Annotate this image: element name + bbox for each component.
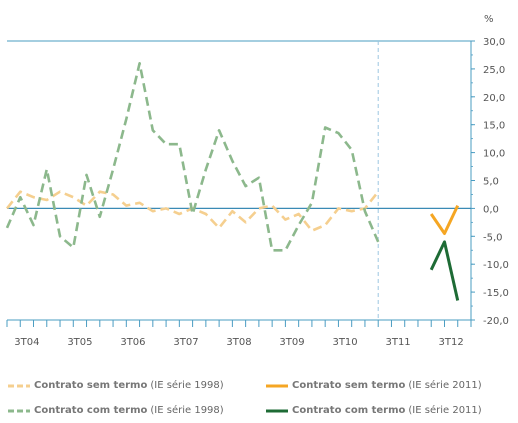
x-tick-label: 3T07 bbox=[173, 337, 198, 348]
y-tick-labels: 30,0 25,0 20,0 15,0 10,0 5,0 0,0 -5,0 -10,0 -15,0… bbox=[483, 37, 509, 327]
x-tick-label: 3T06 bbox=[120, 337, 145, 348]
series-layer bbox=[5, 61, 460, 301]
series-line-3 bbox=[429, 240, 460, 301]
y-unit-label: % bbox=[484, 14, 494, 25]
x-tick-labels: 3T04 3T05 3T06 3T07 3T08 3T09 3T10 3T11 3T12 bbox=[14, 337, 463, 348]
legend-series-note: (IE série 1998) bbox=[150, 405, 224, 416]
x-tick-label: 3T08 bbox=[226, 337, 251, 348]
legend: Contrato sem termo (IE série 1998) Contr… bbox=[0, 372, 518, 422]
legend-series-name: Contrato sem termo bbox=[34, 380, 148, 391]
legend-item-com-termo-1998: Contrato com termo (IE série 1998) bbox=[8, 405, 224, 416]
legend-swatch-solid-orange bbox=[266, 384, 288, 387]
x-tick-label: 3T10 bbox=[332, 337, 357, 348]
y-tick-label: -5,0 bbox=[483, 232, 503, 243]
legend-series-name: Contrato com termo bbox=[292, 405, 406, 416]
legend-item-sem-termo-1998: Contrato sem termo (IE série 1998) bbox=[8, 380, 224, 391]
legend-series-note: (IE série 2011) bbox=[408, 380, 482, 391]
x-tick-label: 3T05 bbox=[67, 337, 92, 348]
x-tick-label: 3T12 bbox=[439, 337, 464, 348]
y-tick-label: 25,0 bbox=[483, 65, 505, 76]
legend-item-com-termo-2011: Contrato com termo (IE série 2011) bbox=[266, 405, 482, 416]
y-tick-label: 5,0 bbox=[483, 177, 499, 188]
legend-series-note: (IE série 1998) bbox=[150, 380, 224, 391]
y-tick-label: -15,0 bbox=[483, 288, 509, 299]
legend-swatch-solid-dark-green bbox=[266, 409, 288, 412]
series-line-2 bbox=[429, 204, 460, 235]
legend-item-sem-termo-2011: Contrato sem termo (IE série 2011) bbox=[266, 380, 482, 391]
x-tick-label: 3T11 bbox=[385, 337, 410, 348]
y-tick-label: 0,0 bbox=[483, 204, 499, 215]
y-tick-label: -10,0 bbox=[483, 260, 509, 271]
line-chart: % 30,0 25,0 20,0 15,0 10,0 5,0 0,0 -5,0 -10,0 -15… bbox=[5, 14, 509, 348]
y-tick-label: -20,0 bbox=[483, 316, 509, 327]
axes bbox=[6, 40, 475, 327]
legend-series-name: Contrato sem termo bbox=[292, 380, 406, 391]
y-tick-label: 15,0 bbox=[483, 121, 505, 132]
legend-swatch-dashed-light-green bbox=[8, 409, 30, 412]
y-tick-label: 10,0 bbox=[483, 149, 505, 160]
y-tick-label: 30,0 bbox=[483, 37, 505, 48]
legend-swatch-dashed-light-orange bbox=[8, 384, 30, 387]
legend-series-name: Contrato com termo bbox=[34, 405, 148, 416]
x-tick-label: 3T04 bbox=[14, 337, 39, 348]
y-tick-label: 20,0 bbox=[483, 93, 505, 104]
series-line-1 bbox=[5, 61, 380, 252]
legend-series-note: (IE série 2011) bbox=[408, 405, 482, 416]
x-tick-label: 3T09 bbox=[279, 337, 304, 348]
